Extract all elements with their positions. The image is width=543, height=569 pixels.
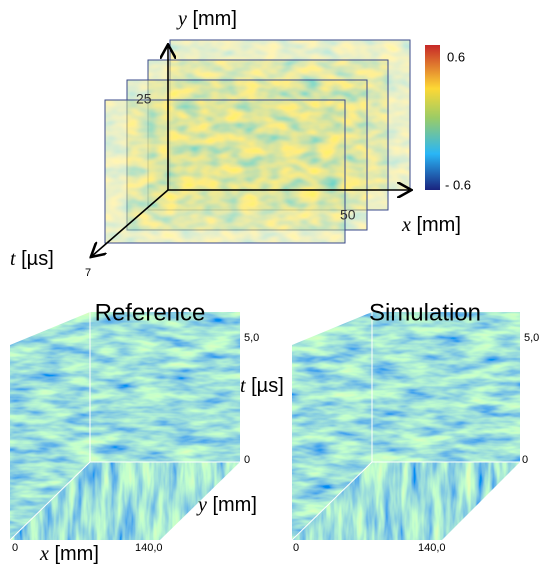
y-axis-label: y [mm] bbox=[176, 8, 237, 31]
t-max: 5,0 bbox=[244, 332, 259, 344]
colorbar-min: - 0.6 bbox=[445, 177, 471, 192]
x-min: 0 bbox=[293, 542, 299, 554]
back-face bbox=[372, 312, 520, 462]
t-min: 0 bbox=[244, 454, 250, 466]
side-face bbox=[292, 312, 372, 540]
frame-border bbox=[104, 99, 346, 244]
t-axis-label: t [µs] bbox=[240, 375, 284, 398]
t-max: 5,0 bbox=[524, 332, 539, 344]
frame bbox=[105, 100, 345, 243]
x-max: 140,0 bbox=[418, 542, 446, 554]
x-tick: 50 bbox=[340, 207, 356, 223]
back-face bbox=[90, 312, 240, 462]
frames bbox=[104, 39, 411, 244]
t-min: 0 bbox=[522, 454, 528, 466]
panel-title: Simulation bbox=[369, 299, 481, 326]
edge bbox=[291, 461, 373, 541]
panel-title: Reference bbox=[95, 299, 206, 326]
y-tick: 25 bbox=[136, 91, 152, 107]
colorbar bbox=[425, 45, 440, 190]
x-min: 0 bbox=[12, 542, 18, 554]
floor-face bbox=[10, 462, 240, 540]
x-max: 140,0 bbox=[135, 542, 163, 554]
floor-face bbox=[292, 462, 520, 540]
reference-cube bbox=[9, 312, 240, 541]
t-tick: 7 bbox=[85, 267, 91, 279]
edge bbox=[9, 461, 91, 541]
t-axis-label: t [µs] bbox=[10, 248, 54, 271]
x-axis-label: x [mm] bbox=[39, 543, 99, 566]
y-axis-label: y [mm] bbox=[196, 494, 257, 517]
t-axis bbox=[92, 189, 169, 256]
x-axis-label: x [mm] bbox=[401, 214, 461, 237]
colorbar-max: 0.6 bbox=[447, 49, 465, 64]
side-face bbox=[10, 312, 90, 540]
simulation-cube bbox=[291, 312, 520, 541]
